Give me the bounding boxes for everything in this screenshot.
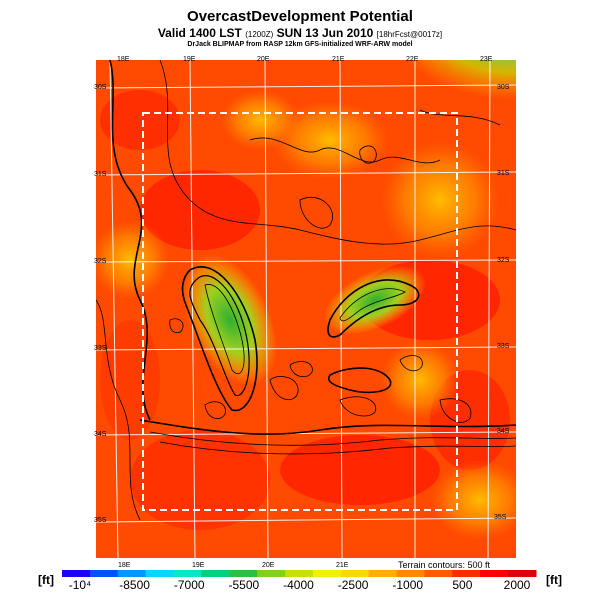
lon-label-top: 20E xyxy=(257,56,270,63)
colorbar xyxy=(62,570,537,577)
lon-label-top: 22E xyxy=(406,56,419,63)
inner-domain-boundary xyxy=(142,112,458,511)
colorbar-swatch xyxy=(396,570,425,577)
colorbar-tick-label: 500 xyxy=(452,578,473,592)
colorbar-swatch xyxy=(201,570,230,577)
lat-label-left: 35S xyxy=(94,517,107,524)
colorbar-swatch xyxy=(145,570,175,577)
lon-label-bottom: 20E xyxy=(262,562,275,569)
lat-label-right: 30S xyxy=(497,84,510,91)
colorbar-tick-label: -2500 xyxy=(337,578,369,592)
colorbar-swatch xyxy=(424,570,453,577)
valid-time: Valid 1400 LST (1200Z) SUN 13 Jun 2010 [… xyxy=(0,26,600,40)
colorbar-swatch xyxy=(62,570,91,577)
lon-label-bottom: 19E xyxy=(192,562,205,569)
lat-label-right: 35S xyxy=(494,514,507,521)
colorbar-swatch xyxy=(89,570,119,577)
colorbar-tick-label: 2000 xyxy=(503,578,531,592)
lat-label-left: 34S xyxy=(94,431,107,438)
lon-label-top: 23E xyxy=(480,56,493,63)
colorbar-tick-label: -10⁴ xyxy=(68,578,92,592)
lat-label-right: 31S xyxy=(497,170,510,177)
valid-time-utc: (1200Z) xyxy=(245,30,274,39)
colorbar-swatch xyxy=(257,570,286,577)
valid-time-main: Valid 1400 LST xyxy=(157,26,242,40)
lon-label-bottom: 21E xyxy=(336,562,349,569)
colorbar-swatch xyxy=(285,570,314,577)
lat-label-left: 33S xyxy=(94,345,107,352)
forecast-code: [18hrFcst@0017z] xyxy=(376,30,443,39)
lat-label-right: 34S xyxy=(497,428,510,435)
colorbar-tick-label: -4000 xyxy=(283,578,314,592)
map-field xyxy=(96,60,516,558)
colorbar-swatch xyxy=(480,570,509,577)
lat-label-left: 30S xyxy=(94,84,107,91)
lat-label-right: 33S xyxy=(497,343,510,350)
model-credit: DrJack BLIPMAP from RASP 12km GFS-initia… xyxy=(187,41,413,48)
colorbar-tick-label: -8500 xyxy=(119,578,150,592)
lon-label-top: 18E xyxy=(117,56,130,63)
lat-label-right: 32S xyxy=(497,257,510,264)
colorbar-swatch xyxy=(452,570,481,577)
colorbar-swatch xyxy=(340,570,370,577)
colorbar-swatch xyxy=(368,570,398,577)
lon-label-bottom: 18E xyxy=(118,562,131,569)
colorbar-unit-left: [ft] xyxy=(38,573,54,587)
terrain-contour-note: Terrain contours: 500 ft xyxy=(398,560,491,570)
valid-date: SUN 13 Jun 2010 xyxy=(276,26,374,40)
map-title: OvercastDevelopment Potential xyxy=(187,8,413,25)
colorbar-swatch xyxy=(117,570,147,577)
colorbar-tick-label: -5500 xyxy=(228,578,260,592)
colorbar-swatch xyxy=(173,570,202,577)
terrain-contours xyxy=(96,60,516,521)
lat-label-left: 31S xyxy=(94,171,107,178)
colorbar-tick-label: -7000 xyxy=(173,578,205,592)
colorbar-tick-label: -1000 xyxy=(392,578,424,592)
lon-label-top: 19E xyxy=(183,56,196,63)
colorbar-swatch xyxy=(508,570,537,577)
lon-label-top: 21E xyxy=(332,56,345,63)
colorbar-unit-right: [ft] xyxy=(546,573,562,587)
colorbar-swatch xyxy=(312,570,342,577)
colorbar-swatch xyxy=(229,570,258,577)
lat-label-left: 32S xyxy=(94,258,107,265)
